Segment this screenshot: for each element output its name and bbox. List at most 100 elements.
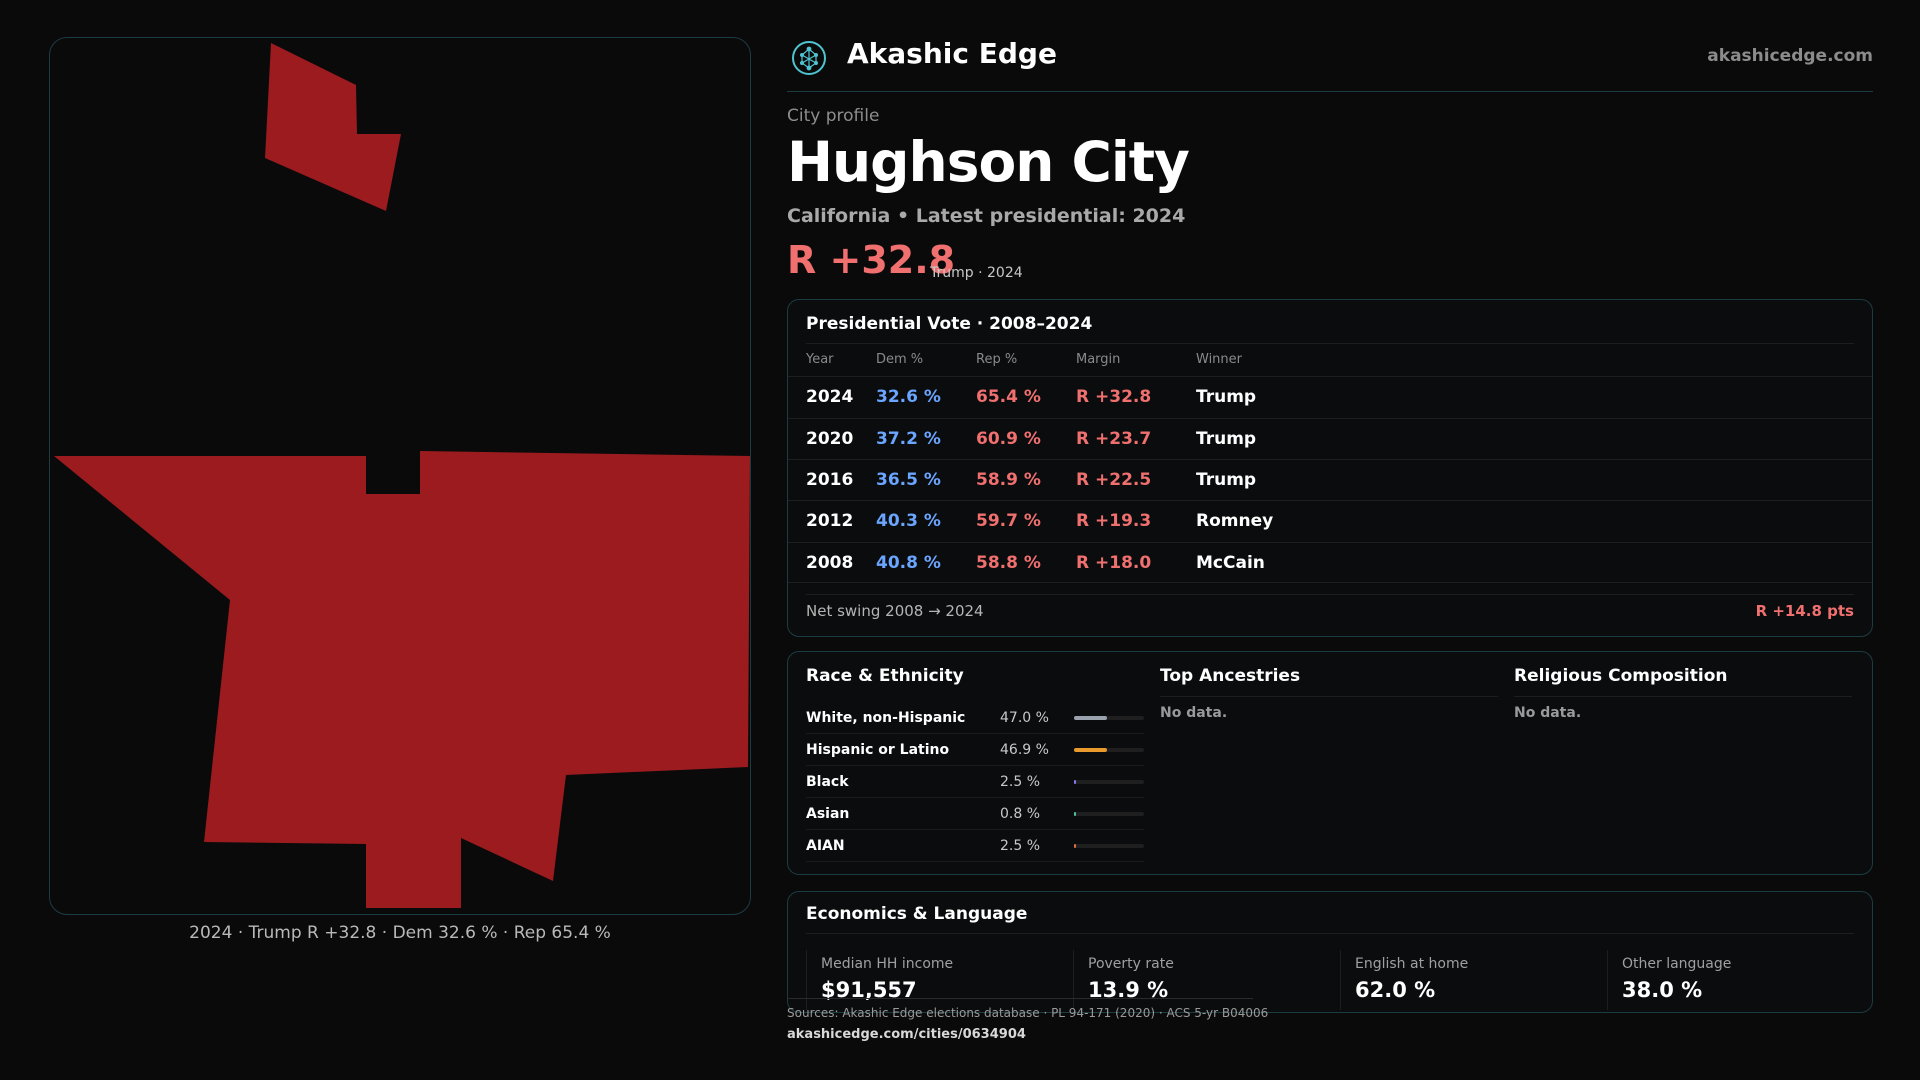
row-dem-pct: 40.8 % (876, 553, 941, 573)
stat-median-income: Median HH income $91,557 (806, 950, 1056, 1010)
race-pct: 0.8 % (1000, 806, 1041, 822)
race-pct: 46.9 % (1000, 742, 1049, 758)
stat-label: English at home (1355, 956, 1469, 972)
race-label: Asian (806, 806, 850, 822)
religion-section: Religious Composition No data. (1514, 666, 1852, 721)
stat-other-language: Other language 38.0 % (1607, 950, 1857, 1010)
stat-poverty-rate: Poverty rate 13.9 % (1073, 950, 1323, 1010)
row-year: 2020 (806, 429, 854, 449)
row-rep-pct: 58.9 % (976, 470, 1041, 490)
list-item: Asian 0.8 % (806, 798, 1144, 830)
race-bar-track (1074, 748, 1144, 752)
table-row: 2012 40.3 % 59.7 % R +19.3 Romney (788, 500, 1872, 541)
brand-name[interactable]: Akashic Edge (847, 37, 1057, 70)
city-boundary-shape (54, 43, 750, 908)
row-winner: Romney (1196, 511, 1274, 531)
race-label: Black (806, 774, 849, 790)
map-boundary-north (265, 43, 401, 211)
column-header-margin: Margin (1076, 352, 1121, 367)
column-header-rep: Rep % (976, 352, 1018, 367)
religion-empty: No data. (1514, 705, 1582, 721)
row-year: 2024 (806, 387, 854, 407)
list-item: AIAN 2.5 % (806, 830, 1144, 862)
stat-label: Other language (1622, 956, 1732, 972)
race-bar-fill (1074, 748, 1107, 752)
stat-english-home: English at home 62.0 % (1340, 950, 1590, 1010)
divider (787, 998, 1253, 999)
row-rep-pct: 60.9 % (976, 429, 1041, 449)
ancestries-empty: No data. (1160, 705, 1228, 721)
row-winner: Trump (1196, 387, 1257, 407)
list-item: Hispanic or Latino 46.9 % (806, 734, 1144, 766)
net-swing-value: R +14.8 pts (1755, 602, 1854, 620)
list-item: Black 2.5 % (806, 766, 1144, 798)
row-year: 2012 (806, 511, 854, 531)
race-bar-fill (1074, 716, 1107, 720)
row-winner: Trump (1196, 429, 1257, 449)
stat-label: Poverty rate (1088, 956, 1174, 972)
divider (1514, 696, 1852, 697)
row-margin: R +32.8 (1076, 387, 1152, 407)
presidential-vote-title: Presidential Vote · 2008–2024 (806, 314, 1093, 334)
row-winner: McCain (1196, 553, 1265, 573)
row-dem-pct: 40.3 % (876, 511, 941, 531)
race-bar-fill (1074, 812, 1076, 816)
divider (806, 933, 1854, 934)
table-row: 2008 40.8 % 58.8 % R +18.0 McCain (788, 542, 1872, 583)
ancestries-section: Top Ancestries No data. (1160, 666, 1498, 721)
race-label: White, non-Hispanic (806, 710, 966, 726)
row-year: 2008 (806, 553, 854, 573)
list-item: White, non-Hispanic 47.0 % (806, 702, 1144, 734)
presidential-vote-card: Presidential Vote · 2008–2024 Year Dem %… (787, 299, 1873, 637)
sources-note: Sources: Akashic Edge elections database… (787, 1006, 1269, 1020)
column-header-dem: Dem % (876, 352, 924, 367)
ancestries-title: Top Ancestries (1160, 666, 1301, 686)
race-bar-track (1074, 780, 1144, 784)
map-caption: 2024 · Trump R +32.8 · Dem 32.6 % · Rep … (189, 923, 611, 943)
stat-value: 62.0 % (1355, 978, 1436, 1002)
row-rep-pct: 65.4 % (976, 387, 1041, 407)
race-bar-fill (1074, 844, 1076, 848)
site-link[interactable]: akashicedge.com (1707, 46, 1873, 66)
row-winner: Trump (1196, 470, 1257, 490)
row-dem-pct: 37.2 % (876, 429, 941, 449)
city-boundary-map[interactable] (49, 37, 751, 915)
row-margin: R +23.7 (1076, 429, 1152, 449)
row-dem-pct: 32.6 % (876, 387, 941, 407)
permalink[interactable]: akashicedge.com/cities/0634904 (787, 1027, 1026, 1042)
race-label: AIAN (806, 838, 845, 854)
race-pct: 2.5 % (1000, 838, 1041, 854)
race-ethnicity-title: Race & Ethnicity (806, 666, 964, 686)
latest-margin-note: Trump · 2024 (930, 265, 1023, 281)
table-row: 2024 32.6 % 65.4 % R +32.8 Trump (788, 376, 1872, 417)
row-margin: R +18.0 (1076, 553, 1152, 573)
row-year: 2016 (806, 470, 854, 490)
page-title: Hughson City (787, 130, 1190, 194)
net-swing-label: Net swing 2008 → 2024 (806, 602, 984, 620)
page-subtitle: California • Latest presidential: 2024 (787, 205, 1186, 227)
column-header-year: Year (806, 352, 834, 367)
page-eyebrow: City profile (787, 106, 880, 126)
race-label: Hispanic or Latino (806, 742, 950, 758)
race-bar-track (1074, 716, 1144, 720)
divider (1160, 696, 1498, 697)
race-bar-track (1074, 812, 1144, 816)
divider (806, 343, 1854, 344)
latest-margin: R +32.8 (787, 238, 956, 282)
vote-table-header: Year Dem % Rep % Margin Winner (788, 352, 1872, 376)
tree-of-life-icon[interactable] (791, 40, 827, 76)
stat-value: 38.0 % (1622, 978, 1703, 1002)
site-header: Akashic Edge akashicedge.com (787, 36, 1873, 92)
divider (806, 594, 1854, 595)
map-boundary-south (54, 451, 750, 908)
table-row: 2020 37.2 % 60.9 % R +23.7 Trump (788, 418, 1872, 459)
race-pct: 2.5 % (1000, 774, 1041, 790)
demographics-card: Race & Ethnicity White, non-Hispanic 47.… (787, 651, 1873, 875)
column-header-winner: Winner (1196, 352, 1243, 367)
row-rep-pct: 59.7 % (976, 511, 1041, 531)
table-row: 2016 36.5 % 58.9 % R +22.5 Trump (788, 459, 1872, 500)
row-dem-pct: 36.5 % (876, 470, 941, 490)
race-pct: 47.0 % (1000, 710, 1049, 726)
race-bar-track (1074, 844, 1144, 848)
row-margin: R +22.5 (1076, 470, 1152, 490)
